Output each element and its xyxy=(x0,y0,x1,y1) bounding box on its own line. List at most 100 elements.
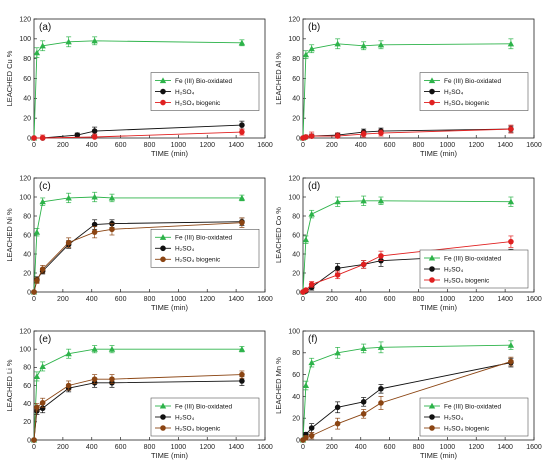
y-tick-label: 0 xyxy=(296,437,300,444)
data-point xyxy=(378,400,384,406)
legend-marker xyxy=(428,402,436,409)
y-tick-label: 100 xyxy=(19,347,31,354)
data-point xyxy=(33,228,41,235)
legend-marker xyxy=(429,414,435,420)
legend-entry: H₂SO₄ xyxy=(444,89,464,96)
x-axis-label: TIME (min) xyxy=(420,149,458,158)
data-point xyxy=(302,382,310,389)
x-tick-label: 600 xyxy=(115,296,127,303)
y-tick-label: 80 xyxy=(23,56,31,63)
data-point xyxy=(334,349,341,356)
x-tick-label: 1000 xyxy=(440,444,456,451)
y-tick-label: 100 xyxy=(19,194,31,201)
series-2 xyxy=(300,356,514,443)
data-point xyxy=(91,134,98,140)
x-tick-label: 1600 xyxy=(526,142,542,149)
series-line xyxy=(33,40,242,139)
legend-entry: H₂SO₄ xyxy=(444,266,464,273)
data-point xyxy=(39,363,46,369)
data-point xyxy=(34,277,40,284)
legend: Fe (III) Bio-oxidated H₂SO₄ H₂SO₄ biogenic xyxy=(419,249,529,289)
data-point xyxy=(308,425,315,431)
legend-marker xyxy=(429,277,435,283)
x-tick-label: 800 xyxy=(413,444,425,451)
data-point xyxy=(507,198,515,205)
data-point xyxy=(303,134,309,140)
series-line xyxy=(34,131,242,139)
y-tick-label: 40 xyxy=(292,394,300,401)
data-point xyxy=(39,405,46,412)
x-tick-label: 1200 xyxy=(468,296,484,303)
data-point xyxy=(508,126,514,132)
legend-marker xyxy=(429,99,435,106)
y-tick-label: 100 xyxy=(288,194,300,201)
legend-entry: Fe (III) Bio-oxidated xyxy=(444,78,501,85)
data-point xyxy=(39,135,46,141)
y-tick-label: 20 xyxy=(23,270,31,277)
data-point xyxy=(91,128,98,134)
y-tick-label: 0 xyxy=(296,135,300,142)
legend-entry: Fe (III) Bio-oxidated xyxy=(444,403,501,410)
data-point xyxy=(239,378,245,384)
data-point xyxy=(334,40,341,47)
legend-entry: H₂SO₄ biogenic xyxy=(444,100,490,107)
data-point xyxy=(65,350,72,357)
x-axis-label: TIME (min) xyxy=(151,303,189,312)
y-tick-label: 0 xyxy=(27,289,31,296)
legend-marker xyxy=(160,245,166,252)
legend-entry: H₂SO₄ biogenic xyxy=(444,425,490,432)
x-tick-label: 0 xyxy=(301,444,305,451)
legend-marker xyxy=(428,77,436,84)
data-point xyxy=(302,51,310,58)
panel-label: (b) xyxy=(308,22,320,33)
x-tick-label: 1600 xyxy=(526,444,542,451)
data-point xyxy=(65,382,72,389)
series-2 xyxy=(300,235,514,295)
y-tick-label: 40 xyxy=(23,401,31,408)
panel-label: (f) xyxy=(308,334,317,345)
y-tick-label: 100 xyxy=(288,328,300,335)
data-point xyxy=(308,432,315,439)
data-point xyxy=(91,345,98,352)
data-point xyxy=(334,198,341,205)
x-tick-label: 1400 xyxy=(228,296,244,303)
y-tick-label: 20 xyxy=(23,419,31,426)
x-tick-label: 0 xyxy=(32,444,36,451)
legend-marker xyxy=(159,77,167,84)
x-tick-label: 1600 xyxy=(526,296,542,303)
data-point xyxy=(109,226,115,233)
data-point xyxy=(360,345,367,351)
panel-label: (a) xyxy=(39,22,51,33)
data-point xyxy=(334,404,341,411)
data-point xyxy=(239,219,245,226)
data-point xyxy=(308,210,315,217)
data-point xyxy=(31,437,37,443)
panel-label: (e) xyxy=(39,334,51,345)
data-point xyxy=(507,341,515,348)
legend: Fe (III) Bio-oxidated H₂SO₄ H₂SO₄ biogenic xyxy=(150,72,260,111)
x-tick-label: 1000 xyxy=(440,142,456,149)
x-tick-label: 1000 xyxy=(171,142,187,149)
legend-marker xyxy=(429,425,435,431)
legend-entry: Fe (III) Bio-oxidated xyxy=(175,235,232,242)
series-1 xyxy=(300,125,514,141)
y-tick-label: 80 xyxy=(292,350,300,357)
legend-marker xyxy=(160,414,166,420)
data-point xyxy=(507,40,515,47)
x-tick-label: 1200 xyxy=(468,142,484,149)
data-point xyxy=(360,261,367,268)
y-axis-label: LEACHED Li % xyxy=(5,359,14,411)
data-point xyxy=(508,238,514,245)
x-tick-label: 600 xyxy=(384,444,396,451)
data-point xyxy=(39,266,46,273)
x-tick-label: 800 xyxy=(413,296,425,303)
data-point xyxy=(308,281,315,288)
y-tick-label: 40 xyxy=(23,251,31,258)
x-tick-label: 400 xyxy=(355,296,367,303)
data-point xyxy=(91,221,98,228)
x-tick-label: 200 xyxy=(57,444,69,451)
x-tick-label: 800 xyxy=(144,444,156,451)
data-point xyxy=(360,197,367,204)
